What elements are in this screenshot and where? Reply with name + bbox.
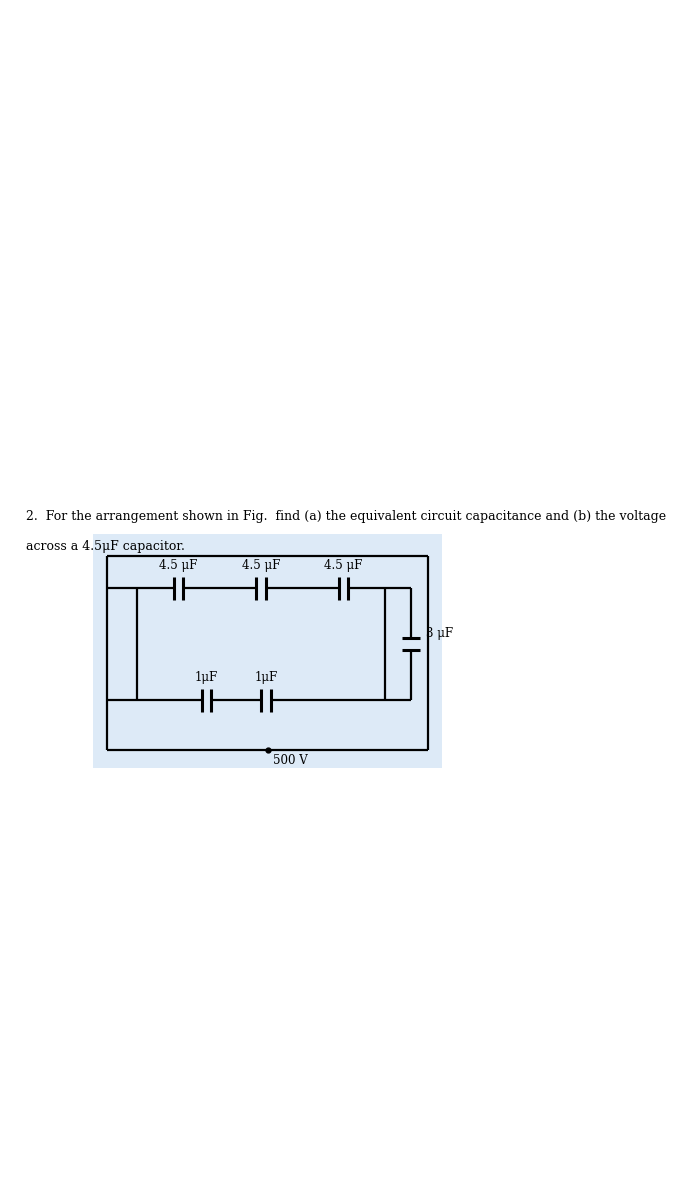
Text: 500 V: 500 V — [273, 754, 307, 767]
Text: 3 μF: 3 μF — [426, 628, 453, 641]
Text: 1μF: 1μF — [195, 672, 218, 684]
Text: 4.5 μF: 4.5 μF — [242, 559, 280, 572]
Text: 1μF: 1μF — [254, 672, 277, 684]
FancyBboxPatch shape — [93, 534, 442, 768]
Text: 4.5 μF: 4.5 μF — [324, 559, 362, 572]
Text: 4.5 μF: 4.5 μF — [159, 559, 198, 572]
Text: 2.  For the arrangement shown in Fig.  find (a) the equivalent circuit capacitan: 2. For the arrangement shown in Fig. fin… — [26, 510, 666, 523]
Text: across a 4.5μF capacitor.: across a 4.5μF capacitor. — [26, 540, 184, 553]
